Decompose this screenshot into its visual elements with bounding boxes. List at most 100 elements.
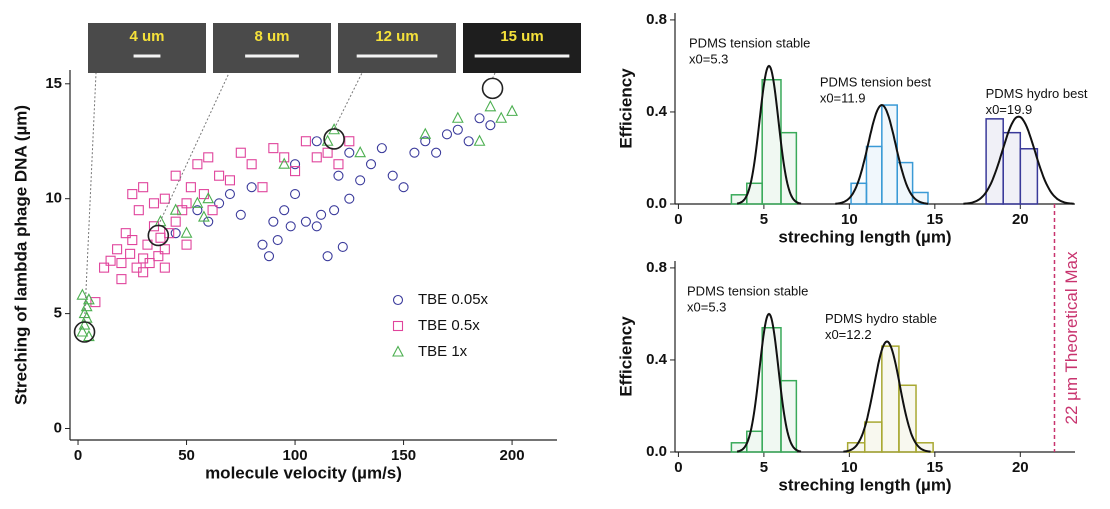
y-axis-label: Efficiency xyxy=(616,68,635,149)
x-tick-label: 5 xyxy=(760,211,768,228)
point xyxy=(127,189,138,200)
x-tick-label: 5 xyxy=(760,459,768,476)
inset-image xyxy=(213,23,331,73)
x-tick-label: 200 xyxy=(500,447,525,464)
x-axis-label: streching length (µm) xyxy=(778,475,951,494)
point xyxy=(148,198,160,209)
fit-label: x0=12.2 xyxy=(825,327,872,342)
point xyxy=(420,136,431,147)
y-tick-label: 15 xyxy=(45,75,62,92)
point xyxy=(153,251,164,262)
series-label: PDMS hydro stable xyxy=(825,311,937,326)
point xyxy=(159,193,170,204)
fit-label: x0=19.9 xyxy=(986,102,1033,117)
y-axis-label: Efficiency xyxy=(616,316,635,397)
point xyxy=(419,127,432,139)
point xyxy=(398,182,409,193)
fit-curve xyxy=(963,115,1074,205)
point xyxy=(344,136,355,147)
point xyxy=(155,232,166,243)
point xyxy=(76,325,89,337)
point xyxy=(144,257,155,269)
point xyxy=(112,244,123,255)
point xyxy=(99,262,110,273)
point xyxy=(316,209,327,220)
point xyxy=(409,147,420,158)
point xyxy=(311,152,322,163)
point xyxy=(268,143,279,154)
point xyxy=(181,198,192,209)
point xyxy=(322,251,333,262)
point xyxy=(268,216,279,227)
bar xyxy=(863,421,883,453)
point xyxy=(365,159,377,170)
y-tick-label: 0.0 xyxy=(646,195,667,212)
point xyxy=(376,143,387,154)
legend-label: TBE 1x xyxy=(418,343,468,360)
y-tick-label: 0 xyxy=(54,419,62,436)
point xyxy=(321,134,334,146)
bar xyxy=(985,118,1004,205)
point xyxy=(290,159,301,170)
highlight xyxy=(323,128,345,150)
fit-curve xyxy=(736,312,802,453)
point xyxy=(170,228,181,239)
point xyxy=(300,216,311,227)
point xyxy=(451,111,464,123)
x-tick-label: 15 xyxy=(926,211,943,228)
point xyxy=(495,111,508,123)
reference-label: 22 µm Theoretical Max xyxy=(1062,251,1081,424)
inset-label: 15 um xyxy=(500,28,543,45)
point xyxy=(344,193,355,204)
legend-swatch xyxy=(392,345,404,357)
point xyxy=(279,152,290,163)
point xyxy=(170,216,181,227)
point xyxy=(214,170,225,181)
point xyxy=(198,189,209,200)
x-tick-label: 10 xyxy=(841,211,858,228)
bar xyxy=(896,161,914,205)
point xyxy=(344,147,355,158)
point xyxy=(180,226,193,238)
point xyxy=(138,267,149,278)
fit-label: x0=5.3 xyxy=(689,51,728,66)
point xyxy=(246,182,257,193)
legend-swatch xyxy=(392,294,404,306)
point xyxy=(120,228,131,239)
point xyxy=(203,216,214,227)
bar xyxy=(911,191,929,205)
point xyxy=(185,182,196,193)
leader-line xyxy=(333,72,363,130)
bar xyxy=(865,145,883,205)
series-label: PDMS tension best xyxy=(820,74,932,89)
point xyxy=(224,189,235,200)
point xyxy=(278,157,291,169)
point xyxy=(333,170,344,181)
y-tick-label: 5 xyxy=(54,305,62,322)
inset-image xyxy=(88,23,206,73)
point xyxy=(257,182,268,193)
inset-image xyxy=(338,23,456,73)
legend-swatch xyxy=(392,320,404,332)
bar xyxy=(1019,148,1039,205)
x-tick-label: 0 xyxy=(674,459,682,476)
point xyxy=(202,192,215,204)
point xyxy=(506,104,518,116)
inset-label: 12 um xyxy=(375,28,418,45)
point xyxy=(235,147,246,158)
point xyxy=(116,274,127,285)
point xyxy=(441,129,453,140)
point xyxy=(207,205,218,216)
point xyxy=(76,288,89,300)
point xyxy=(191,196,204,208)
point xyxy=(170,170,181,181)
series-label: PDMS tension stable xyxy=(689,35,810,50)
point xyxy=(90,297,101,308)
point xyxy=(169,203,182,215)
point xyxy=(214,198,225,209)
point xyxy=(333,159,344,170)
y-tick-label: 0.8 xyxy=(646,11,667,28)
point xyxy=(311,221,322,232)
inset-image xyxy=(463,23,581,73)
